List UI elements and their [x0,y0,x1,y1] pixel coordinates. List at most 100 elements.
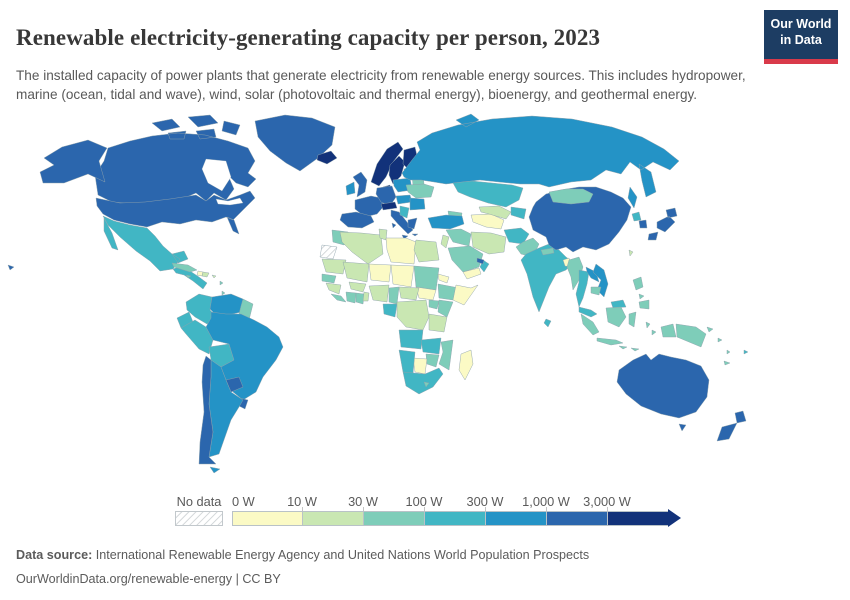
country-guinea[interactable] [325,282,342,295]
country-chad[interactable] [390,264,415,288]
country-lesotho[interactable] [423,381,430,388]
country-puerto-rico[interactable] [211,274,217,279]
legend-bin-1,000–3,000 W[interactable] [546,511,607,526]
country-south-africa[interactable] [402,367,444,395]
country-egypt[interactable] [413,239,440,263]
country-malaysia[interactable] [578,306,598,318]
country-sri-lanka[interactable] [543,318,552,328]
country-mauritania[interactable] [321,258,347,275]
country-senegal[interactable] [321,273,337,284]
country-yemen[interactable] [462,267,482,280]
country-namibia[interactable] [398,349,416,375]
country-tanzania[interactable] [428,313,448,333]
country-dominican-republic[interactable] [201,271,210,278]
country-nigeria[interactable] [368,284,390,303]
country-nepal[interactable] [540,247,555,256]
country-cote-divoire[interactable] [345,291,357,304]
country-spain-portugal[interactable] [339,211,375,229]
country-new-zealand-south[interactable] [716,422,738,442]
country-ukraine[interactable] [405,183,435,199]
country-papua-new-guinea[interactable] [675,323,714,348]
country-niger[interactable] [368,263,392,283]
legend-bin-300–1,000 W[interactable] [485,511,546,526]
country-czechia-hungary[interactable] [395,194,413,205]
legend-bin-3,000+ W[interactable] [607,511,668,526]
country-mongolia[interactable] [548,188,594,205]
country-iran[interactable] [470,231,507,255]
country-south-sudan[interactable] [415,286,437,301]
country-tierra-del-fuego[interactable] [209,466,221,474]
legend-bin-0–10 W[interactable] [232,511,302,526]
country-central-african-republic[interactable] [398,286,420,301]
country-uae[interactable] [476,257,485,265]
country-uganda[interactable] [428,299,440,310]
country-china[interactable] [528,186,632,253]
country-mali[interactable] [342,261,370,283]
no-data-swatch[interactable] [175,511,223,526]
country-venezuela[interactable] [209,293,244,317]
country-fiji[interactable] [743,349,749,355]
country-austria-switzerland[interactable] [380,201,398,211]
country-solomon-islands[interactable] [717,337,723,343]
country-vanuatu[interactable] [726,349,731,355]
country-vietnam[interactable] [592,263,609,298]
country-burkina-faso[interactable] [348,281,367,293]
country-zimbabwe[interactable] [425,353,440,368]
country-uzbekistan[interactable] [478,205,512,220]
country-cuba[interactable] [171,262,198,273]
country-madagascar[interactable] [458,349,474,381]
country-chile[interactable] [198,355,217,465]
country-jamaica[interactable] [185,274,192,279]
country-cameroon[interactable] [388,286,400,305]
country-myanmar[interactable] [566,256,584,291]
country-greece[interactable] [407,217,419,237]
country-algeria[interactable] [339,231,384,265]
country-sweden[interactable] [388,155,406,185]
country-libya[interactable] [385,237,417,265]
country-tasmania[interactable] [678,423,687,432]
country-new-zealand-north[interactable] [734,410,747,424]
country-france[interactable] [354,195,385,218]
country-taiwan[interactable] [628,249,634,257]
country-sudan[interactable] [413,265,440,291]
country-eritrea[interactable] [437,273,450,284]
country-somalia[interactable] [452,284,479,306]
country-togo-benin[interactable] [362,291,370,302]
country-lesser-antilles[interactable] [219,280,226,296]
country-botswana[interactable] [412,357,428,375]
country-norway[interactable] [370,141,404,187]
legend-bin-10–30 W[interactable] [302,511,363,526]
country-aleutians[interactable] [7,264,15,271]
country-dr-congo[interactable] [396,299,430,331]
country-iceland[interactable] [316,150,338,165]
country-ireland[interactable] [345,181,356,196]
country-kenya[interactable] [437,299,454,318]
country-western-sahara[interactable] [319,244,338,260]
country-ghana[interactable] [355,292,365,305]
country-sierra-leone-liberia[interactable] [330,293,347,303]
country-zambia[interactable] [420,337,442,355]
country-israel-jordan[interactable] [440,234,450,249]
country-indonesia[interactable] [580,306,677,352]
country-russia[interactable] [401,113,680,209]
country-saudi-arabia[interactable] [447,245,484,273]
country-malaysia-borneo[interactable] [610,299,627,309]
country-syria-iraq[interactable] [445,228,472,247]
legend-bin-30–100 W[interactable] [363,511,424,526]
country-united-states[interactable] [39,139,256,235]
country-mexico[interactable] [102,215,189,272]
country-kazakhstan[interactable] [452,180,524,208]
country-angola[interactable] [398,329,424,350]
legend-bin-100–300 W[interactable] [424,511,485,526]
world-map-choropleth[interactable] [0,103,850,489]
country-australia[interactable] [616,353,710,419]
country-kyrgyzstan-tajikistan[interactable] [510,206,527,220]
country-philippines[interactable] [632,276,650,310]
country-new-caledonia[interactable] [723,360,731,366]
country-north-korea[interactable] [631,211,642,222]
country-gabon-congo[interactable] [382,303,398,318]
country-western-balkans[interactable] [399,205,410,219]
country-romania-bulgaria[interactable] [409,197,426,211]
country-south-korea[interactable] [638,219,648,229]
country-united-kingdom[interactable] [352,171,368,198]
